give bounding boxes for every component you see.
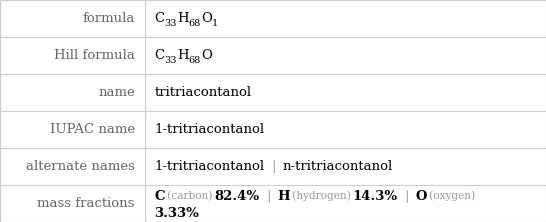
Text: H: H — [277, 190, 290, 203]
Text: |: | — [266, 190, 271, 203]
Text: IUPAC name: IUPAC name — [50, 123, 135, 136]
Text: O: O — [201, 12, 212, 25]
Text: 33: 33 — [165, 19, 177, 28]
Text: 82.4%: 82.4% — [215, 190, 260, 203]
Text: n-tritriacontanol: n-tritriacontanol — [282, 160, 393, 173]
Text: alternate names: alternate names — [26, 160, 135, 173]
Text: 14.3%: 14.3% — [353, 190, 398, 203]
Text: mass fractions: mass fractions — [38, 197, 135, 210]
Text: H: H — [177, 49, 189, 62]
Text: |: | — [271, 160, 276, 173]
Text: C: C — [155, 49, 165, 62]
Text: O: O — [201, 49, 212, 62]
Text: 33: 33 — [165, 56, 177, 65]
Text: (oxygen): (oxygen) — [427, 191, 477, 201]
Text: Hill formula: Hill formula — [54, 49, 135, 62]
Text: tritriacontanol: tritriacontanol — [155, 86, 252, 99]
Text: 1-tritriacontanol: 1-tritriacontanol — [155, 123, 265, 136]
Text: 3.33%: 3.33% — [155, 207, 199, 220]
Text: C: C — [155, 12, 165, 25]
Text: O: O — [416, 190, 427, 203]
Text: H: H — [177, 12, 189, 25]
Text: |: | — [405, 190, 409, 203]
Text: C: C — [155, 190, 165, 203]
Text: 68: 68 — [189, 19, 201, 28]
Text: 1: 1 — [212, 19, 218, 28]
Text: (carbon): (carbon) — [165, 191, 215, 201]
Text: formula: formula — [82, 12, 135, 25]
Text: 1-tritriacontanol: 1-tritriacontanol — [155, 160, 265, 173]
Text: name: name — [98, 86, 135, 99]
Text: (hydrogen): (hydrogen) — [290, 191, 353, 201]
Text: 68: 68 — [189, 56, 201, 65]
